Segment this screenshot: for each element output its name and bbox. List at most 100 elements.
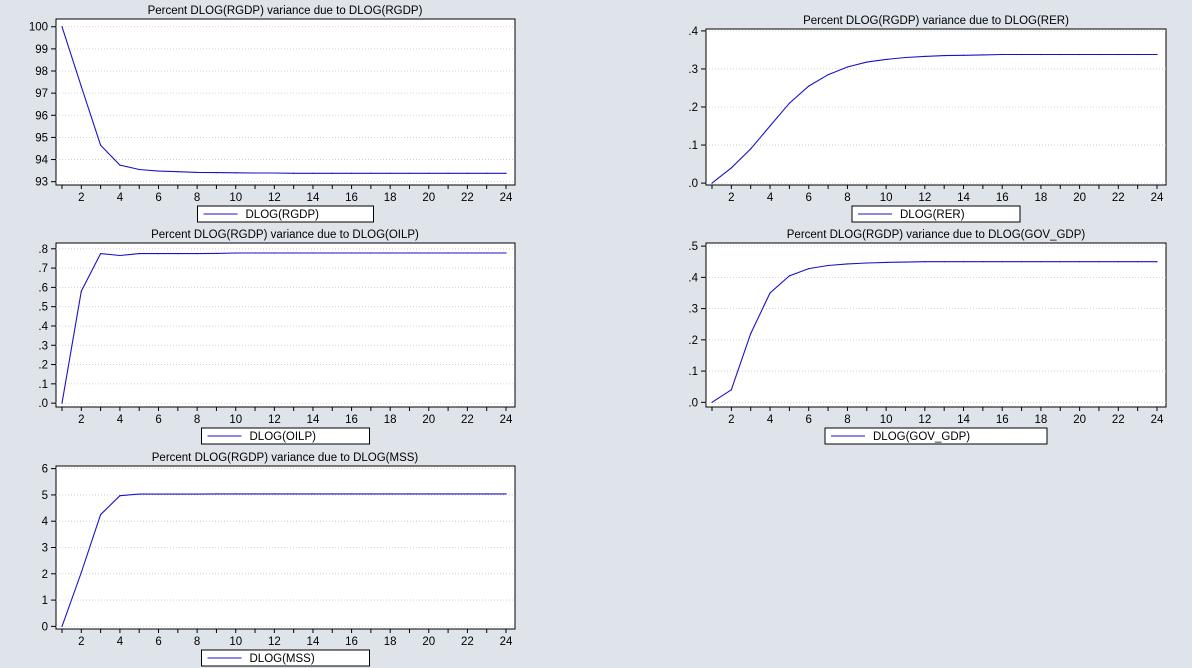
series-line (61, 493, 506, 627)
x-tick-label: 20 (1073, 414, 1086, 426)
x-tick-label: 12 (268, 192, 281, 204)
data-point (750, 332, 752, 335)
data-point (885, 58, 887, 61)
y-tick-label: 0 (42, 621, 48, 633)
x-tick-label: 8 (844, 192, 850, 204)
x-tick-label: 2 (728, 192, 734, 204)
x-tick-label: 8 (194, 414, 200, 426)
legend: DLOG(RER) (851, 205, 1021, 223)
data-point (119, 495, 121, 497)
data-point (119, 254, 121, 257)
data-point (808, 268, 810, 270)
x-tick-label: 10 (880, 192, 893, 204)
data-point (1059, 261, 1061, 263)
data-point (943, 261, 945, 263)
data-point (1059, 53, 1061, 56)
data-point (788, 102, 790, 104)
data-point (177, 171, 179, 173)
y-tick-label: 5 (42, 490, 48, 502)
x-tick-label: 18 (384, 636, 397, 648)
y-tick-label: .1 (688, 140, 698, 152)
chart-title: Percent DLOG(RGDP) variance due to DLOG(… (151, 229, 419, 241)
data-point (293, 493, 295, 495)
data-point (235, 252, 237, 254)
x-tick-label: 14 (957, 192, 970, 204)
data-point (138, 168, 140, 171)
data-point (254, 172, 256, 174)
data-point (428, 172, 430, 174)
data-point (312, 172, 314, 174)
data-point (1156, 261, 1158, 263)
data-point (273, 493, 275, 495)
legend-label: DLOG(MSS) (250, 653, 315, 665)
data-point (866, 61, 868, 63)
data-point (408, 172, 411, 174)
x-tick-label: 10 (229, 414, 242, 426)
x-tick-label: 14 (307, 192, 320, 204)
data-point (866, 262, 868, 264)
data-point (119, 164, 121, 166)
x-tick-label: 4 (117, 636, 124, 648)
data-point (157, 493, 160, 495)
x-tick-label: 6 (155, 414, 161, 426)
data-point (447, 172, 449, 174)
data-point (1079, 261, 1081, 263)
data-point (254, 493, 256, 495)
data-point (846, 66, 849, 68)
data-point (138, 253, 140, 255)
data-point (486, 252, 488, 254)
x-tick-label: 12 (918, 192, 931, 204)
y-tick-label: .2 (38, 360, 48, 372)
x-tick-label: 24 (500, 192, 513, 204)
plot-area (55, 465, 516, 630)
data-point (1020, 53, 1023, 56)
x-tick-label: 22 (1112, 414, 1125, 426)
data-point (215, 493, 218, 495)
chart-title: Percent DLOG(RGDP) variance due to DLOG(… (148, 5, 423, 17)
plot-area (705, 242, 1167, 408)
data-point (769, 292, 771, 294)
data-point (924, 261, 926, 263)
x-tick-label: 4 (767, 414, 774, 426)
x-tick-label: 20 (1073, 192, 1086, 204)
data-point (505, 252, 507, 254)
plot-area (55, 18, 516, 186)
data-point (293, 252, 295, 254)
x-tick-label: 4 (117, 192, 124, 204)
x-tick-label: 16 (345, 636, 358, 648)
y-tick-label: .0 (688, 178, 698, 190)
data-point (982, 54, 984, 56)
data-point (466, 493, 468, 495)
x-tick-label: 6 (155, 636, 161, 648)
data-point (1137, 261, 1139, 263)
chart-panel-5: Percent DLOG(RGDP) variance due to DLOG(… (42, 452, 516, 667)
x-tick-label: 20 (422, 636, 435, 648)
data-point (389, 252, 391, 254)
data-point (370, 172, 372, 174)
data-point (61, 625, 63, 627)
data-point (215, 252, 218, 255)
data-point (788, 275, 790, 277)
data-point (447, 252, 449, 254)
x-tick-label: 6 (806, 414, 812, 426)
data-point (711, 401, 713, 403)
legend-box (201, 427, 370, 445)
y-tick-label: .3 (688, 304, 698, 316)
data-point (1098, 261, 1100, 263)
x-tick-label: 24 (1151, 192, 1164, 204)
x-tick-label: 6 (155, 192, 161, 204)
data-point (730, 389, 732, 391)
x-tick-label: 14 (957, 414, 970, 426)
legend-label: DLOG(RGDP) (246, 209, 320, 221)
chart-panel-2: Percent DLOG(RGDP) variance due to DLOG(… (688, 15, 1167, 223)
x-tick-label: 16 (345, 414, 358, 426)
y-tick-label: .2 (688, 102, 698, 114)
chart-panel-4: Percent DLOG(RGDP) variance due to DLOG(… (688, 229, 1167, 445)
x-tick-label: 2 (728, 414, 734, 426)
data-point (177, 493, 179, 495)
x-tick-label: 22 (461, 414, 474, 426)
y-tick-label: 2 (42, 569, 48, 581)
data-point (331, 252, 333, 254)
legend: DLOG(OILP) (201, 427, 370, 445)
data-point (962, 261, 965, 263)
